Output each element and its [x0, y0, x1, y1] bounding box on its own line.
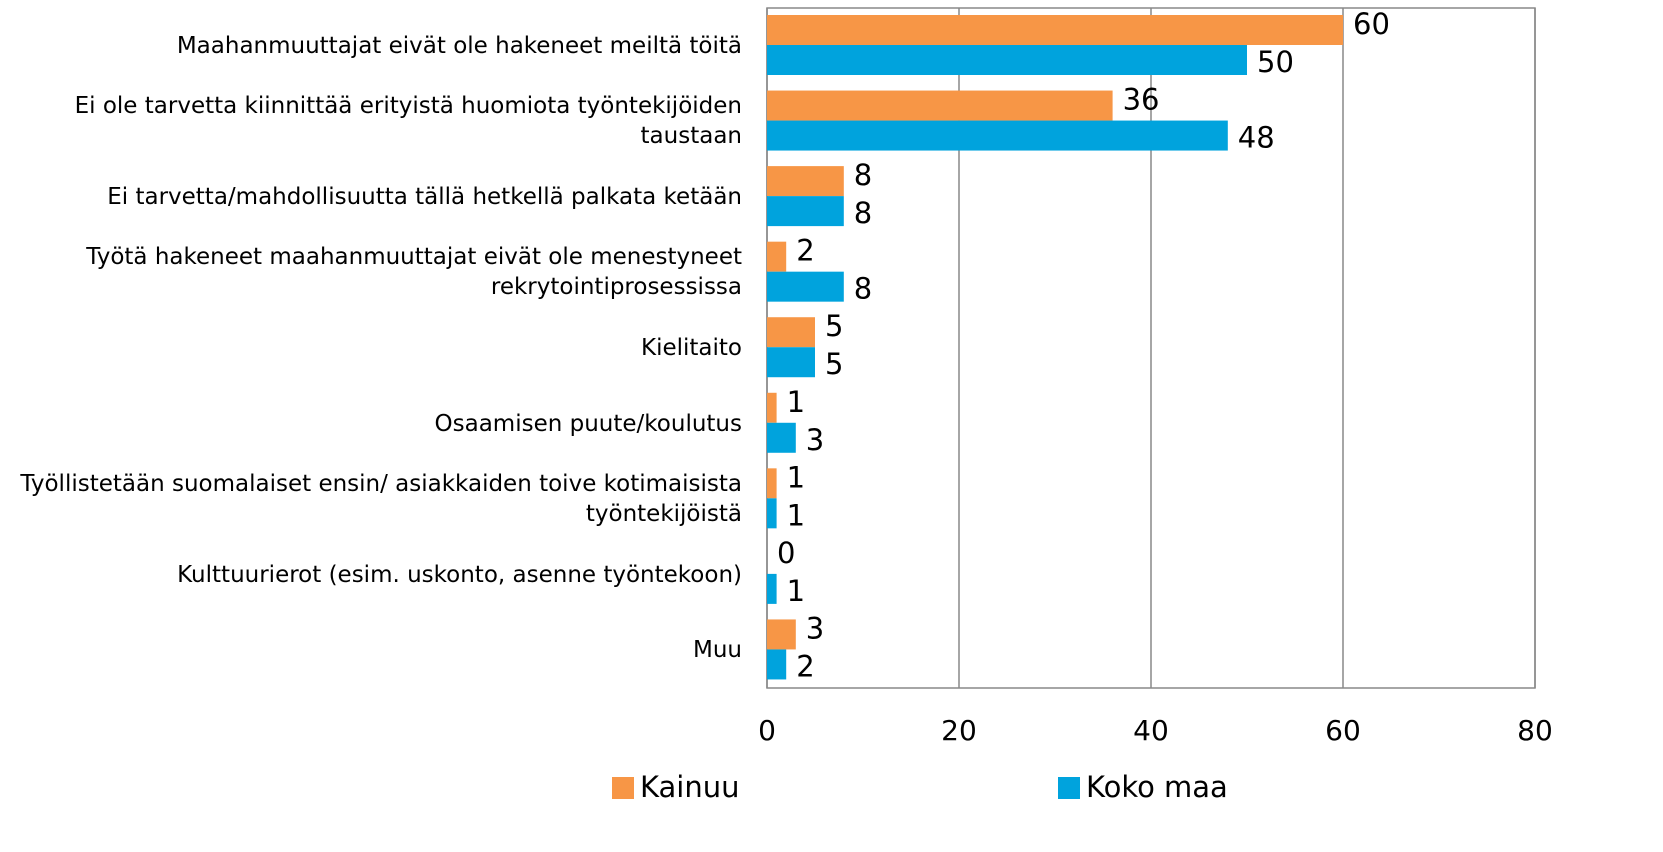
bar — [767, 166, 844, 197]
category-label: Maahanmuuttajat eivät ole hakeneet meilt… — [176, 32, 742, 59]
bar — [767, 317, 815, 348]
category-label: Ei tarvetta/mahdollisuutta tällä hetkell… — [107, 183, 742, 210]
data-label: 1 — [787, 460, 805, 494]
x-tick-label: 80 — [1517, 714, 1553, 747]
bar — [767, 422, 796, 453]
bar — [767, 15, 1343, 45]
data-label: 1 — [787, 574, 805, 608]
x-tick-label: 60 — [1325, 714, 1361, 747]
data-label: 60 — [1353, 7, 1390, 41]
bar — [767, 498, 777, 529]
data-label: 36 — [1123, 83, 1160, 117]
bar — [767, 120, 1228, 151]
bar — [767, 196, 844, 227]
bar — [767, 241, 787, 272]
bar — [767, 45, 1247, 75]
data-label: 1 — [787, 385, 805, 419]
category-label: Kielitaito — [641, 335, 742, 361]
legend-swatch — [1058, 777, 1080, 799]
data-label: 2 — [796, 234, 814, 268]
data-label: 3 — [806, 423, 824, 457]
bar — [767, 90, 1113, 121]
category-label: Muu — [693, 637, 742, 664]
legend-label: Koko maa — [1086, 770, 1228, 804]
bar — [767, 649, 787, 680]
bar — [767, 392, 777, 423]
data-label: 5 — [825, 309, 843, 343]
legend-swatch — [612, 777, 634, 799]
category-label: Työtä hakeneet maahanmuuttajat eivät ole… — [86, 244, 742, 301]
x-tick-label: 40 — [1133, 714, 1169, 747]
bar — [767, 573, 777, 604]
data-label: 5 — [825, 347, 843, 381]
bar — [767, 468, 777, 499]
data-label: 0 — [777, 536, 795, 570]
bar — [767, 619, 796, 650]
data-label: 1 — [787, 498, 805, 532]
x-tick-label: 20 — [941, 714, 977, 747]
category-label: Työllistetään suomalaiset ensin/ asiakka… — [20, 471, 742, 528]
data-label: 8 — [854, 158, 872, 192]
data-label: 2 — [796, 649, 814, 683]
legend-label: Kainuu — [640, 770, 739, 804]
x-tick-label: 0 — [758, 714, 776, 747]
category-label: Kulttuurierot (esim. uskonto, asenne työ… — [177, 561, 742, 588]
data-label: 50 — [1257, 45, 1294, 79]
data-label: 8 — [854, 272, 872, 306]
category-label: Osaamisen puute/koulutus — [434, 410, 742, 437]
bar — [767, 271, 844, 302]
bar — [767, 347, 815, 378]
category-label: Ei ole tarvetta kiinnittää erityistä huo… — [74, 93, 742, 150]
data-label: 8 — [854, 196, 872, 230]
data-label: 3 — [806, 611, 824, 645]
data-label: 48 — [1238, 121, 1275, 155]
